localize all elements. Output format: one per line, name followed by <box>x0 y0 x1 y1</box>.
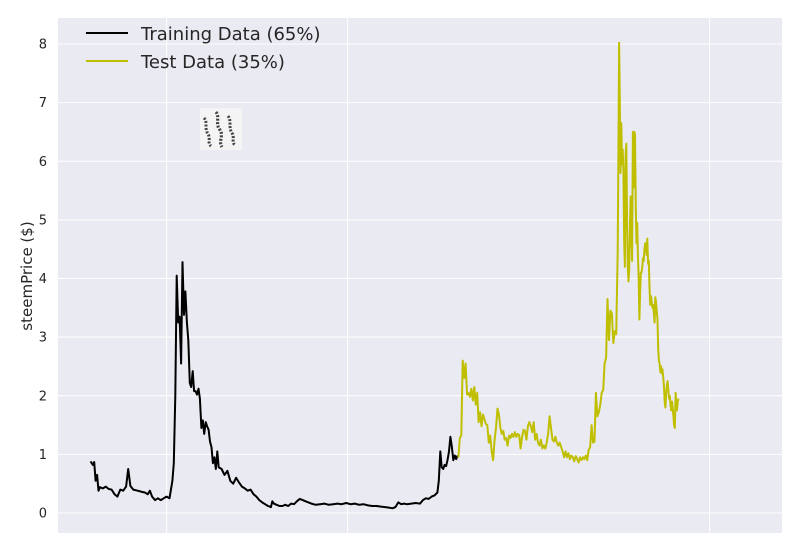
y-tick-labels: 0 1 2 3 4 5 6 7 8 <box>39 38 47 522</box>
series-line-test <box>457 41 680 464</box>
plot-background <box>58 18 782 533</box>
y-tick-label: 0 <box>39 507 47 522</box>
y-tick-label: 6 <box>39 155 47 170</box>
series-line-training <box>89 261 459 510</box>
y-tick-label: 5 <box>39 213 47 228</box>
y-tick-label: 8 <box>39 38 47 53</box>
legend: Training Data (65%) Test Data (35%) <box>86 24 321 73</box>
steem-logo-icon <box>200 108 242 150</box>
series-lines <box>89 41 680 510</box>
y-gridlines <box>58 43 782 514</box>
legend-label-test: Test Data (35%) <box>140 52 285 73</box>
y-tick-label: 7 <box>39 96 47 111</box>
y-axis-label: steemPrice ($) <box>18 221 36 330</box>
y-tick-label: 4 <box>39 272 47 287</box>
y-tick-label: 1 <box>39 448 47 463</box>
x-gridlines <box>166 18 711 533</box>
legend-label-training: Training Data (65%) <box>140 24 321 45</box>
y-tick-label: 2 <box>39 389 47 404</box>
y-tick-label: 3 <box>39 331 47 346</box>
